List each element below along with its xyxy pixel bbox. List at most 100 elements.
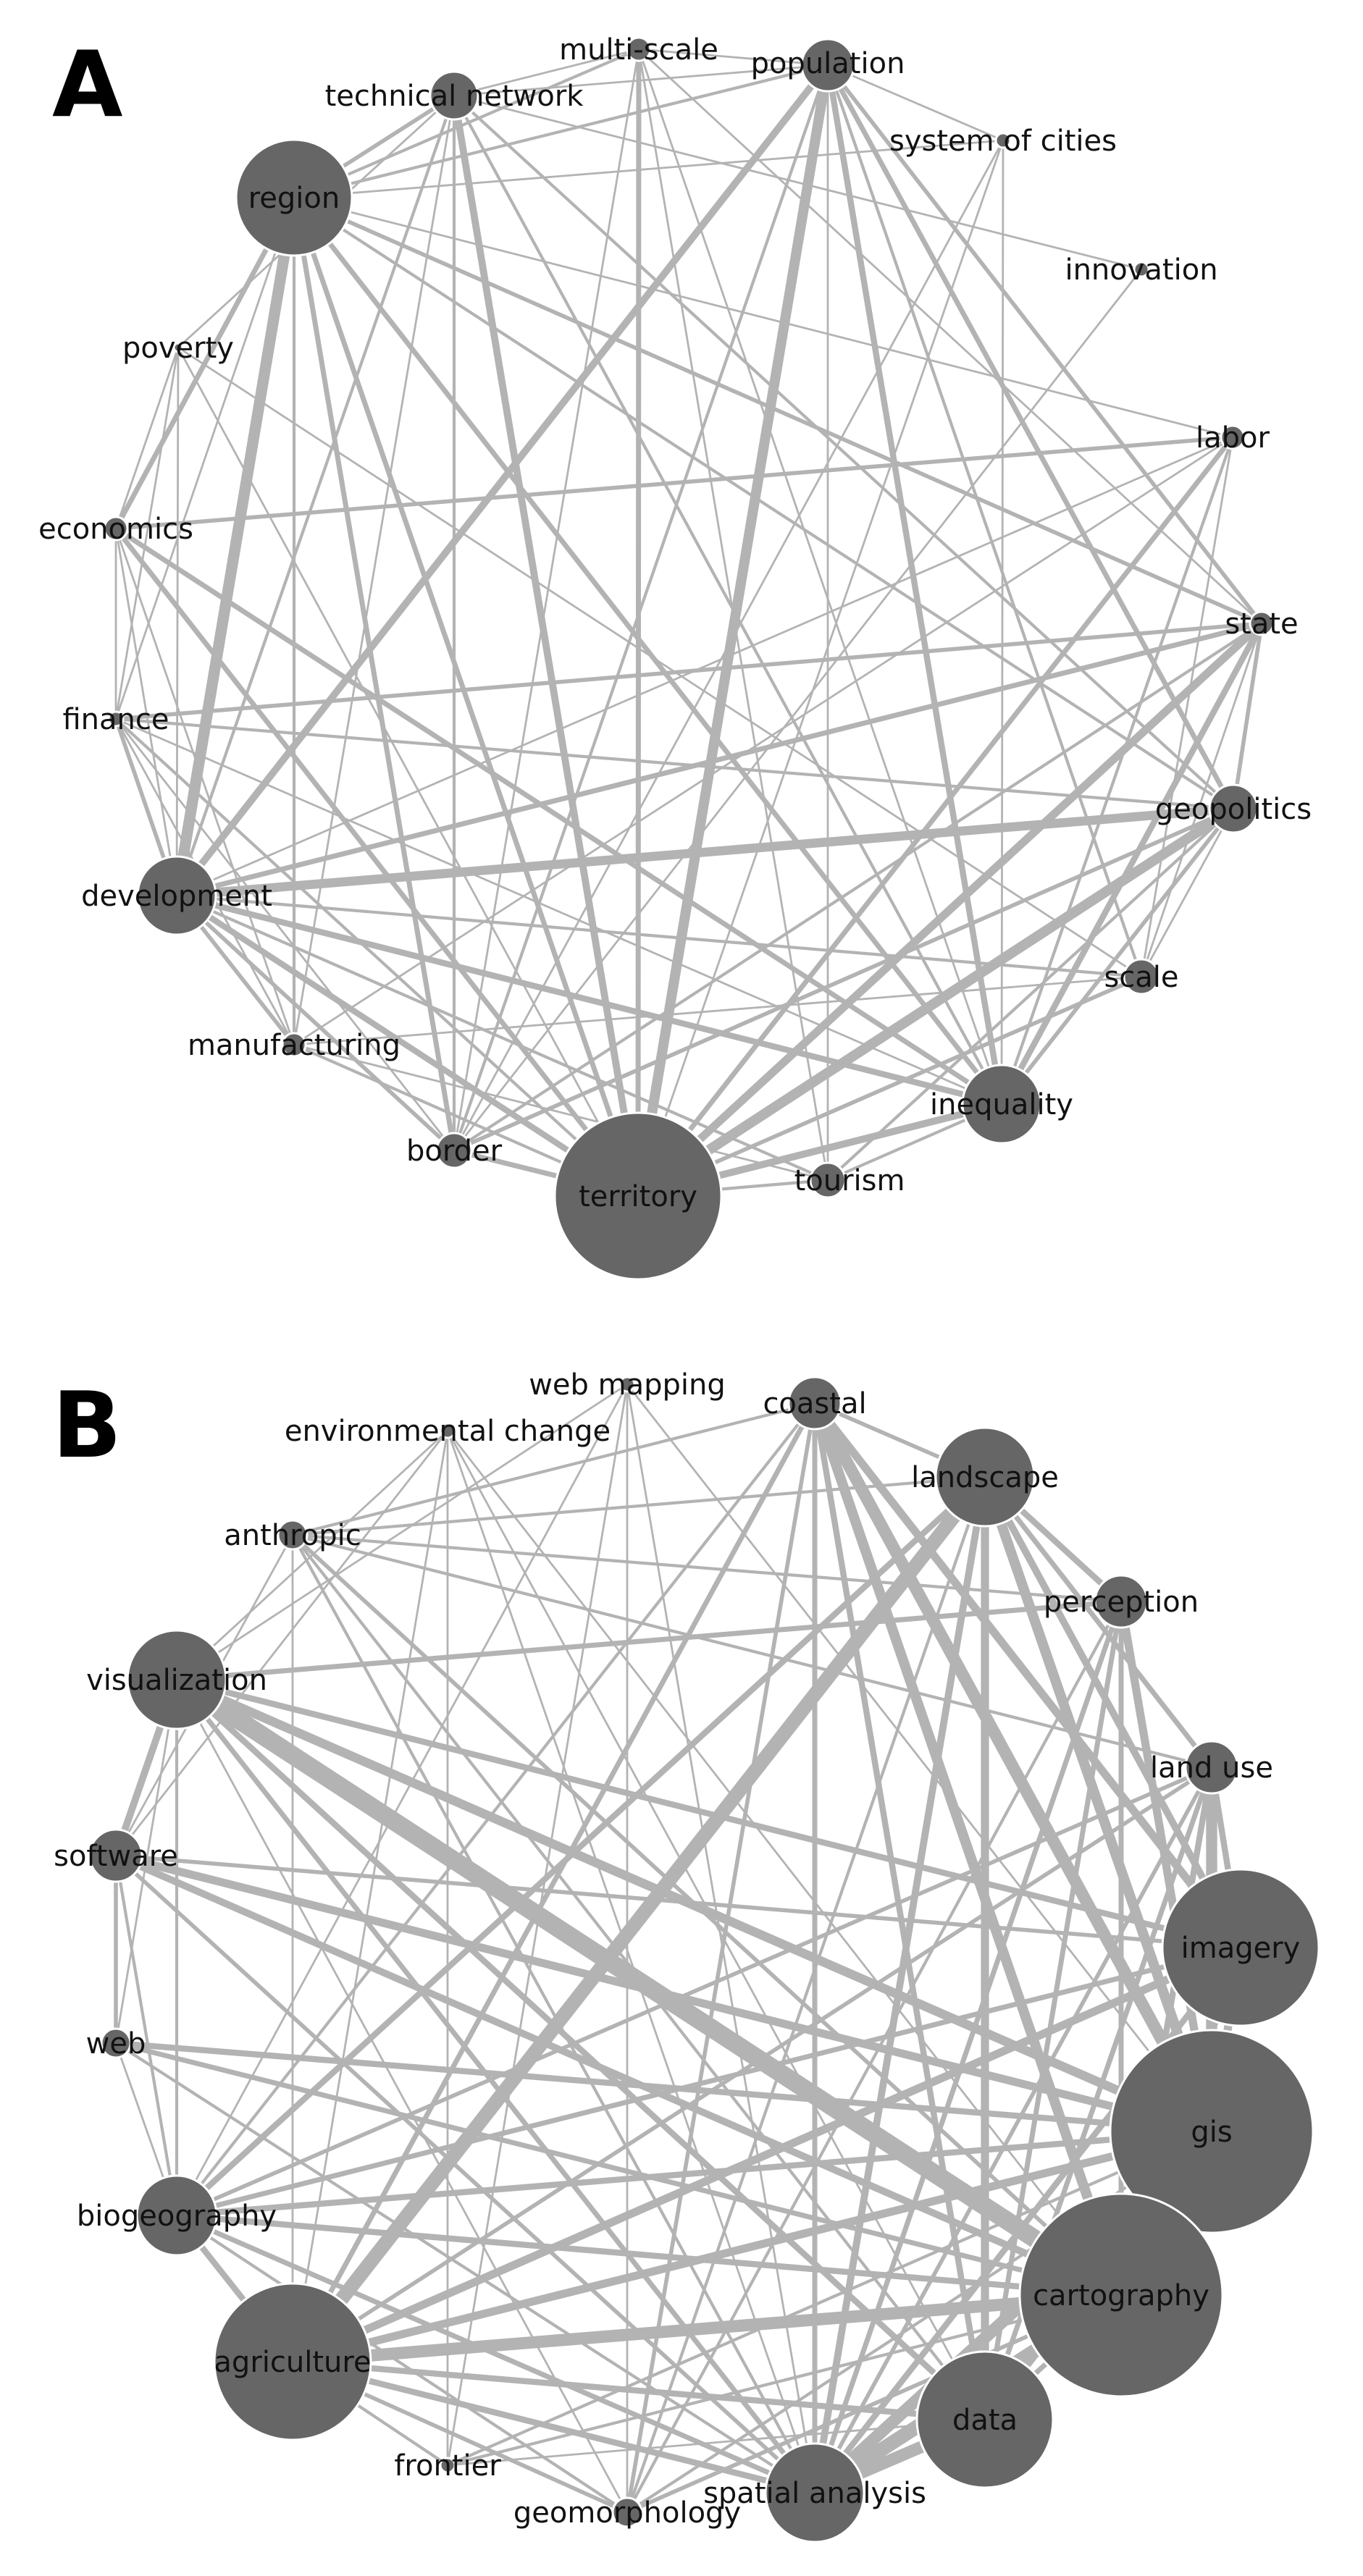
edge-state-border (452, 621, 1264, 1153)
edge-web-mapping-spatial-analysis (626, 1383, 816, 2494)
node-label-agriculture: agriculture (214, 2346, 371, 2379)
node-label-inequality: inequality (930, 1088, 1073, 1121)
edge-web-mapping-gis (626, 1383, 1213, 2133)
edge-landscape-land-use (982, 1474, 1215, 1770)
edge-environmental-change-spatial-analysis (446, 1429, 816, 2494)
edge-imagery-agriculture (288, 1943, 1245, 2366)
edge-inequality-multi-scale (637, 48, 1003, 1106)
edge-visualization-spatial-analysis (174, 1677, 818, 2496)
edge-web-mapping-visualization (175, 1383, 629, 1681)
edge-territory-economics (113, 526, 641, 1199)
edge-software-imagery (114, 1853, 1243, 1950)
node-label-border: border (406, 1135, 503, 1168)
panel-a-labels: multi-scale population system of cities inn… (38, 33, 1312, 1213)
edge-state-multi-scale (637, 48, 1263, 625)
node-land-use (1184, 1740, 1239, 1795)
edge-geomorphology-landscape (625, 1475, 987, 2514)
edge-multi-scale-border (453, 48, 640, 1152)
edge-development-economics (114, 527, 178, 897)
edge-poverty-finance (114, 346, 180, 720)
edge-web-mapping-biogeography (175, 1383, 629, 2217)
node-geopolitics (1208, 783, 1259, 834)
node-label-region: region (248, 182, 340, 215)
edge-geopolitics-tourism (826, 807, 1236, 1182)
node-labor (1220, 424, 1246, 450)
edge-region-finance (114, 196, 295, 720)
edge-visualization-perception (174, 1599, 1124, 1683)
panel-letter-b: B (52, 1372, 122, 1478)
edge-technical-network-multi-scale (453, 48, 640, 97)
node-label-scale: scale (1104, 961, 1178, 994)
edge-agriculture-coastal (290, 1400, 818, 2365)
edge-geopolitics-state (1231, 621, 1264, 811)
edge-region-inequality (291, 195, 1005, 1107)
edge-anthropic-spatial-analysis (290, 1533, 817, 2495)
edge-imagery-landscape (981, 1473, 1244, 1951)
node-system-of-cities (994, 132, 1012, 149)
edge-coastal-geomorphology (625, 1401, 817, 2514)
node-label-web: web (86, 2027, 146, 2061)
node-label-software: software (54, 1840, 178, 1873)
edge-territory-geopolitics (633, 804, 1238, 1201)
node-label-geomorphology: geomorphology (513, 2496, 741, 2530)
edge-perception-geomorphology (625, 1599, 1123, 2514)
edge-environmental-change-visualization (175, 1429, 449, 1681)
edge-frontier-cartography (445, 2293, 1123, 2467)
edge-territory-multi-scale (635, 46, 642, 1199)
edge-territory-poverty (177, 346, 639, 1197)
node-label-biogeography: biogeography (77, 2200, 277, 2233)
node-web (100, 2027, 132, 2059)
node-population (800, 38, 855, 93)
edge-gis-landscape (980, 1472, 1217, 2137)
node-landscape (934, 1426, 1036, 1528)
node-gis (1109, 2029, 1314, 2234)
edge-frontier-gis (445, 2129, 1214, 2467)
edge-coastal-anthropic (290, 1401, 817, 1537)
edge-territory-development (173, 892, 642, 1200)
edge-geomorphology-biogeography (175, 2213, 629, 2514)
node-label-innovation: innovation (1065, 253, 1217, 287)
edge-geopolitics-border (452, 807, 1236, 1153)
edge-cartography-web (113, 2040, 1124, 2298)
edge-biogeography-software (114, 1853, 179, 2218)
edge-web-spatial-analysis (114, 2041, 817, 2495)
edge-web-mapping-frontier (446, 1383, 629, 2467)
edge-region-multi-scale (292, 47, 641, 200)
edge-environmental-change-software (114, 1429, 449, 1857)
edge-gis-coastal (808, 1397, 1218, 2138)
edge-development-technical-network (175, 93, 456, 898)
edge-spatial-analysis-landscape (811, 1473, 989, 2496)
edge-software-spatial-analysis (114, 1853, 817, 2495)
edge-data-agriculture (289, 2358, 989, 2423)
node-label-frontier: frontier (394, 2449, 501, 2483)
node-label-landscape: landscape (911, 1461, 1059, 1494)
node-tourism (809, 1161, 847, 1199)
network-panel-a: A multi-scale population system of cities i… (38, 31, 1312, 1281)
node-web-mapping (618, 1376, 636, 1393)
edge-development-inequality (173, 892, 1005, 1108)
node-finance (107, 710, 125, 728)
node-label-gis: gis (1191, 2116, 1232, 2149)
edge-biogeography-land-use (175, 1765, 1214, 2218)
node-scale (1123, 958, 1160, 996)
edge-system-of-cities-border (453, 139, 1005, 1152)
edge-population-technical-network (453, 64, 829, 97)
node-territory (553, 1111, 723, 1281)
edge-anthropic-data (290, 1533, 987, 2422)
node-label-population: population (751, 47, 905, 80)
node-geomorphology (611, 2496, 643, 2528)
edge-development-border (175, 893, 456, 1153)
panel-b-edges (112, 1383, 1245, 2514)
node-economics (103, 515, 129, 542)
node-label-labor: labor (1196, 421, 1270, 455)
node-label-visualization: visualization (86, 1664, 267, 1697)
edge-geopolitics-scale (1140, 807, 1235, 978)
node-manufacturing (281, 1032, 307, 1058)
edge-multi-scale-tourism (637, 48, 829, 1182)
edge-coastal-biogeography (175, 1401, 817, 2218)
edge-cartography-coastal (810, 1398, 1126, 2300)
node-region (235, 138, 353, 257)
edge-region-system-of-cities (293, 139, 1005, 199)
edge-gis-agriculture (288, 2127, 1216, 2366)
edge-territory-region (291, 195, 641, 1199)
